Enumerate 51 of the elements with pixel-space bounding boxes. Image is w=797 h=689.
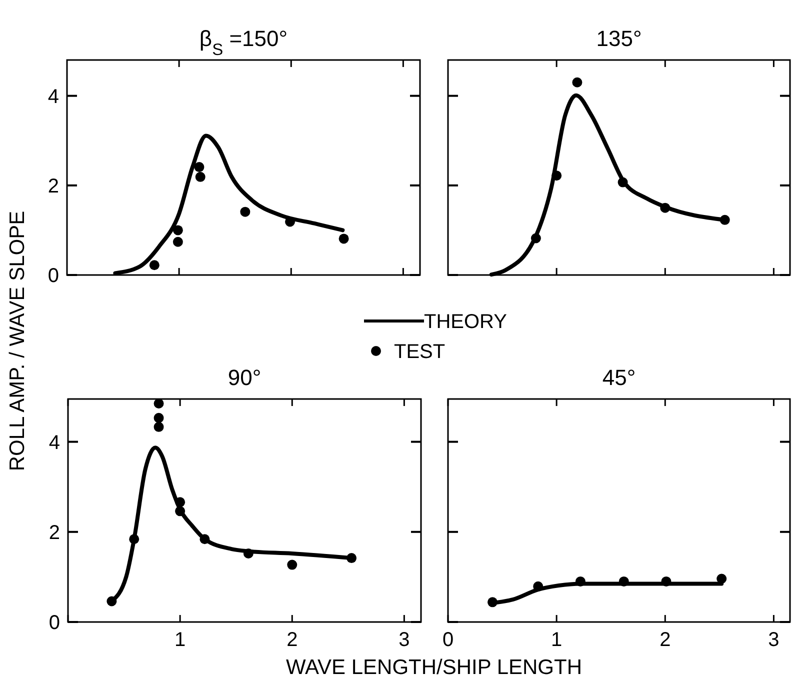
x-axis-title: WAVE LENGTH/SHIP LENGTH — [286, 656, 582, 679]
point — [716, 574, 727, 584]
x-tick-label: 3 — [398, 629, 410, 651]
chart-title: 90° — [228, 365, 262, 390]
point — [575, 576, 586, 586]
point — [195, 172, 206, 182]
point — [661, 576, 672, 586]
y-tick-label: 2 — [48, 522, 60, 544]
y-tick-label: 0 — [48, 612, 60, 634]
point — [338, 234, 349, 244]
chart-title: 135° — [596, 26, 642, 51]
x-tick-label: 1 — [174, 629, 186, 651]
point — [154, 412, 164, 423]
x-tick-label: 3 — [768, 629, 780, 651]
y-tick-label: 0 — [48, 265, 59, 287]
point — [572, 77, 582, 88]
point — [720, 214, 730, 225]
point — [240, 206, 250, 217]
x-tick-label: 2 — [660, 629, 671, 651]
x-tick-label: 1 — [551, 629, 562, 651]
point — [533, 581, 544, 592]
point — [243, 548, 254, 559]
y-tick-label: 2 — [48, 175, 59, 198]
point — [172, 225, 183, 236]
y-tick-label: 4 — [48, 432, 60, 454]
y-tick-label: 4 — [48, 86, 59, 108]
point — [154, 398, 164, 409]
point — [194, 162, 204, 172]
legend-label: THEORY — [424, 311, 507, 333]
point — [530, 233, 541, 244]
point — [149, 260, 160, 270]
y-axis-title: ROLL AMP. / WAVE SLOPE — [6, 210, 29, 472]
chart-title: β$_{S}$ =150° — [199, 26, 288, 59]
point — [618, 576, 629, 586]
point — [488, 597, 498, 608]
point — [106, 596, 117, 606]
x-tick-label: 0 — [442, 629, 454, 651]
point — [287, 560, 298, 570]
point — [346, 553, 357, 564]
point — [129, 534, 140, 544]
point — [200, 534, 210, 544]
chart-title: 45° — [602, 365, 636, 390]
legend-label: TEST — [394, 341, 446, 363]
x-tick-label: 2 — [286, 629, 298, 651]
point — [175, 506, 186, 516]
point — [660, 202, 670, 213]
point — [154, 422, 164, 432]
point — [552, 170, 562, 181]
point — [172, 236, 183, 247]
point — [618, 177, 628, 188]
point — [175, 497, 186, 508]
